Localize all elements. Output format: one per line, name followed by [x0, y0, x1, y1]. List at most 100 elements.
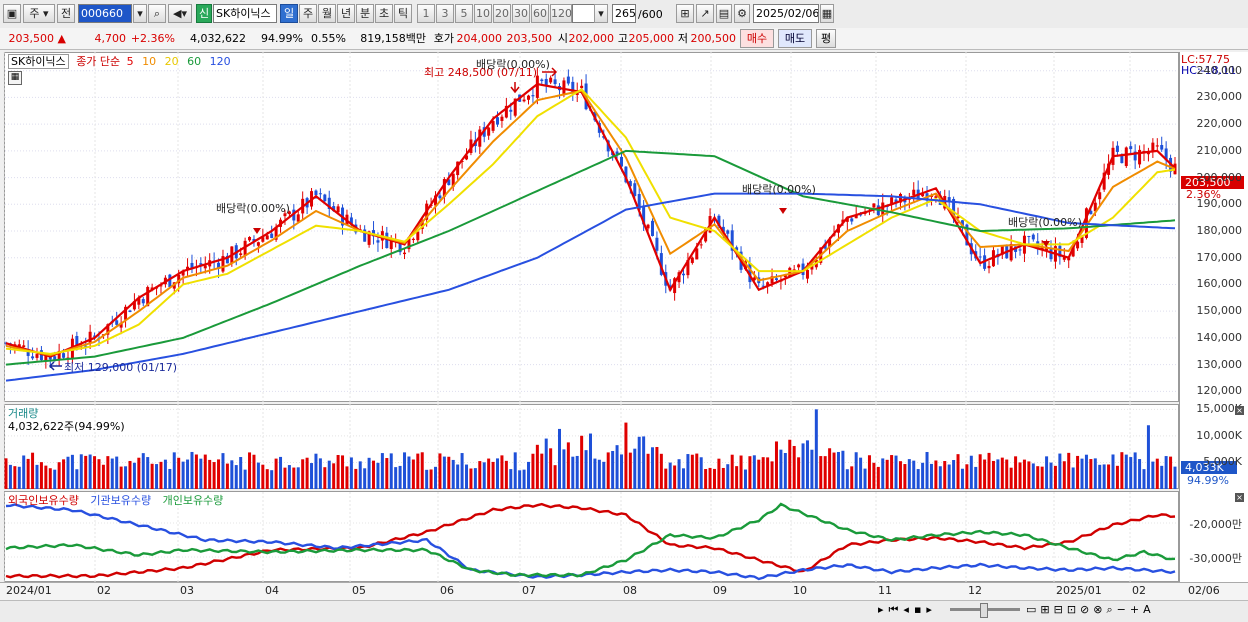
- candle: [828, 239, 832, 247]
- volume-bar: [97, 459, 101, 489]
- candle: [261, 237, 265, 242]
- candle: [367, 231, 371, 245]
- candle: [203, 265, 207, 269]
- volume-bar: [606, 452, 610, 489]
- volume-bar: [708, 467, 712, 489]
- period-tab-6[interactable]: 틱: [394, 4, 412, 23]
- line-tool-icon[interactable]: ↗: [696, 4, 714, 23]
- volume-bar: [1049, 462, 1053, 489]
- volume-bar: [850, 466, 854, 489]
- volume-bar: [482, 462, 486, 489]
- slider-handle[interactable]: [980, 603, 988, 618]
- candle: [788, 267, 792, 277]
- navigation-icons[interactable]: ▸⏮◂▪▸: [878, 603, 937, 616]
- volume-y-tick: 15,000K: [1196, 402, 1242, 416]
- candle: [168, 274, 172, 288]
- candle: [987, 265, 991, 269]
- holding-y-tick: -20,000만: [1189, 518, 1242, 531]
- buy-button[interactable]: 매수: [740, 29, 774, 48]
- bid-label: 호가: [433, 32, 454, 45]
- chevron-down-icon[interactable]: ▾: [133, 4, 147, 23]
- candle: [1138, 149, 1142, 165]
- stock-code-input[interactable]: 000660: [78, 4, 132, 23]
- volume-bar: [721, 467, 725, 489]
- date-input[interactable]: 2025/02/06: [753, 4, 819, 23]
- candle: [571, 81, 575, 94]
- volume-bar: [194, 454, 198, 489]
- period-tab-0[interactable]: 일: [280, 4, 298, 23]
- candle: [1102, 172, 1106, 190]
- interval-button-3[interactable]: 3: [436, 4, 454, 23]
- period-tab-2[interactable]: 월: [318, 4, 336, 23]
- volume-bar: [987, 452, 991, 489]
- volume-bar: [1058, 453, 1062, 489]
- volume-bar: [867, 455, 871, 489]
- window-icon[interactable]: ▣: [3, 4, 21, 23]
- prev-button[interactable]: 전: [57, 4, 75, 23]
- period-tab-1[interactable]: 주: [299, 4, 317, 23]
- volume-bar: [575, 455, 579, 489]
- volume-bar: [57, 462, 61, 489]
- volume-bar: [823, 456, 827, 489]
- volume-bar: [460, 453, 464, 489]
- volume-bar: [66, 456, 70, 489]
- volume-bar: [1102, 464, 1106, 489]
- period-tab-5[interactable]: 초: [375, 4, 393, 23]
- candle: [646, 224, 650, 229]
- period-tab-3[interactable]: 년: [337, 4, 355, 23]
- dividend-annotation-4: 배당락(0.00%): [1008, 216, 1082, 229]
- x-axis-area: [0, 582, 1248, 601]
- tool-icons[interactable]: ▭⊞⊟⊡⊘⊗⌕−+A: [1026, 603, 1155, 616]
- volume-bar: [416, 453, 420, 489]
- period-tab-4[interactable]: 분: [356, 4, 374, 23]
- ma-line-60: [5, 149, 1176, 366]
- interval-button-60[interactable]: 60: [531, 4, 549, 23]
- volume-bar: [624, 422, 628, 489]
- price-y-tick: 150,000: [1196, 304, 1243, 318]
- scroll-bar[interactable]: [0, 600, 1248, 622]
- close-icon[interactable]: ×: [1235, 493, 1244, 502]
- volume-bar: [44, 465, 48, 489]
- holding-pane[interactable]: [4, 491, 1179, 582]
- dividend-annotation-2: 배당락(0.00%): [216, 202, 290, 215]
- volume-bar: [256, 462, 260, 489]
- volume-bar: [916, 469, 920, 489]
- interval-button-10[interactable]: 10: [474, 4, 492, 23]
- search-icon[interactable]: ⌕: [148, 4, 166, 23]
- gear-icon[interactable]: ⚙: [734, 4, 750, 23]
- calendar-icon[interactable]: ▦: [820, 4, 834, 23]
- interval-button-5[interactable]: 5: [455, 4, 473, 23]
- close-icon[interactable]: ×: [1235, 406, 1244, 415]
- interval-button-120[interactable]: 120: [550, 4, 572, 23]
- volume-bar: [434, 466, 438, 489]
- chart-tool-icon[interactable]: ⊞: [676, 4, 694, 23]
- save-icon[interactable]: ▤: [716, 4, 732, 23]
- volume-bar: [155, 464, 159, 489]
- volume-bar: [885, 459, 889, 489]
- volume-bar: [509, 469, 513, 489]
- chevron-down-icon[interactable]: ▾: [594, 4, 608, 23]
- count-input[interactable]: 265: [612, 4, 636, 23]
- holding-line-1: [5, 503, 1176, 581]
- candle: [921, 193, 925, 197]
- x-tick-label: 05: [352, 584, 366, 597]
- volume-bar: [234, 465, 238, 489]
- interval-button-1[interactable]: 1: [417, 4, 435, 23]
- volume-bar: [761, 457, 765, 489]
- avg-button[interactable]: 평: [816, 29, 836, 48]
- candle: [274, 226, 278, 240]
- grid-icon[interactable]: ▦: [8, 71, 22, 85]
- candle: [890, 197, 894, 205]
- sell-button[interactable]: 매도: [778, 29, 812, 48]
- interval-button-30[interactable]: 30: [512, 4, 530, 23]
- candle: [336, 206, 340, 213]
- market-select[interactable]: 주 ▾: [23, 4, 55, 23]
- volume-bar: [500, 455, 504, 489]
- interval-button-20[interactable]: 20: [493, 4, 511, 23]
- x-tick-label: 08: [623, 584, 637, 597]
- hc-value: HC:-18.11: [1181, 64, 1237, 77]
- candle: [690, 257, 694, 263]
- speaker-icon[interactable]: ◀▾: [168, 4, 192, 23]
- x-tick-label: 2025/01: [1056, 584, 1102, 597]
